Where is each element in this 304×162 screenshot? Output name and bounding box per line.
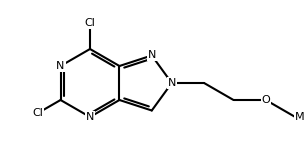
Text: N: N [86,112,94,122]
Text: Cl: Cl [85,18,95,28]
Text: N: N [148,51,156,60]
Text: N: N [168,78,176,88]
Text: Me: Me [295,112,304,122]
Text: Cl: Cl [33,108,43,118]
Text: N: N [56,61,65,71]
Text: O: O [261,95,270,105]
